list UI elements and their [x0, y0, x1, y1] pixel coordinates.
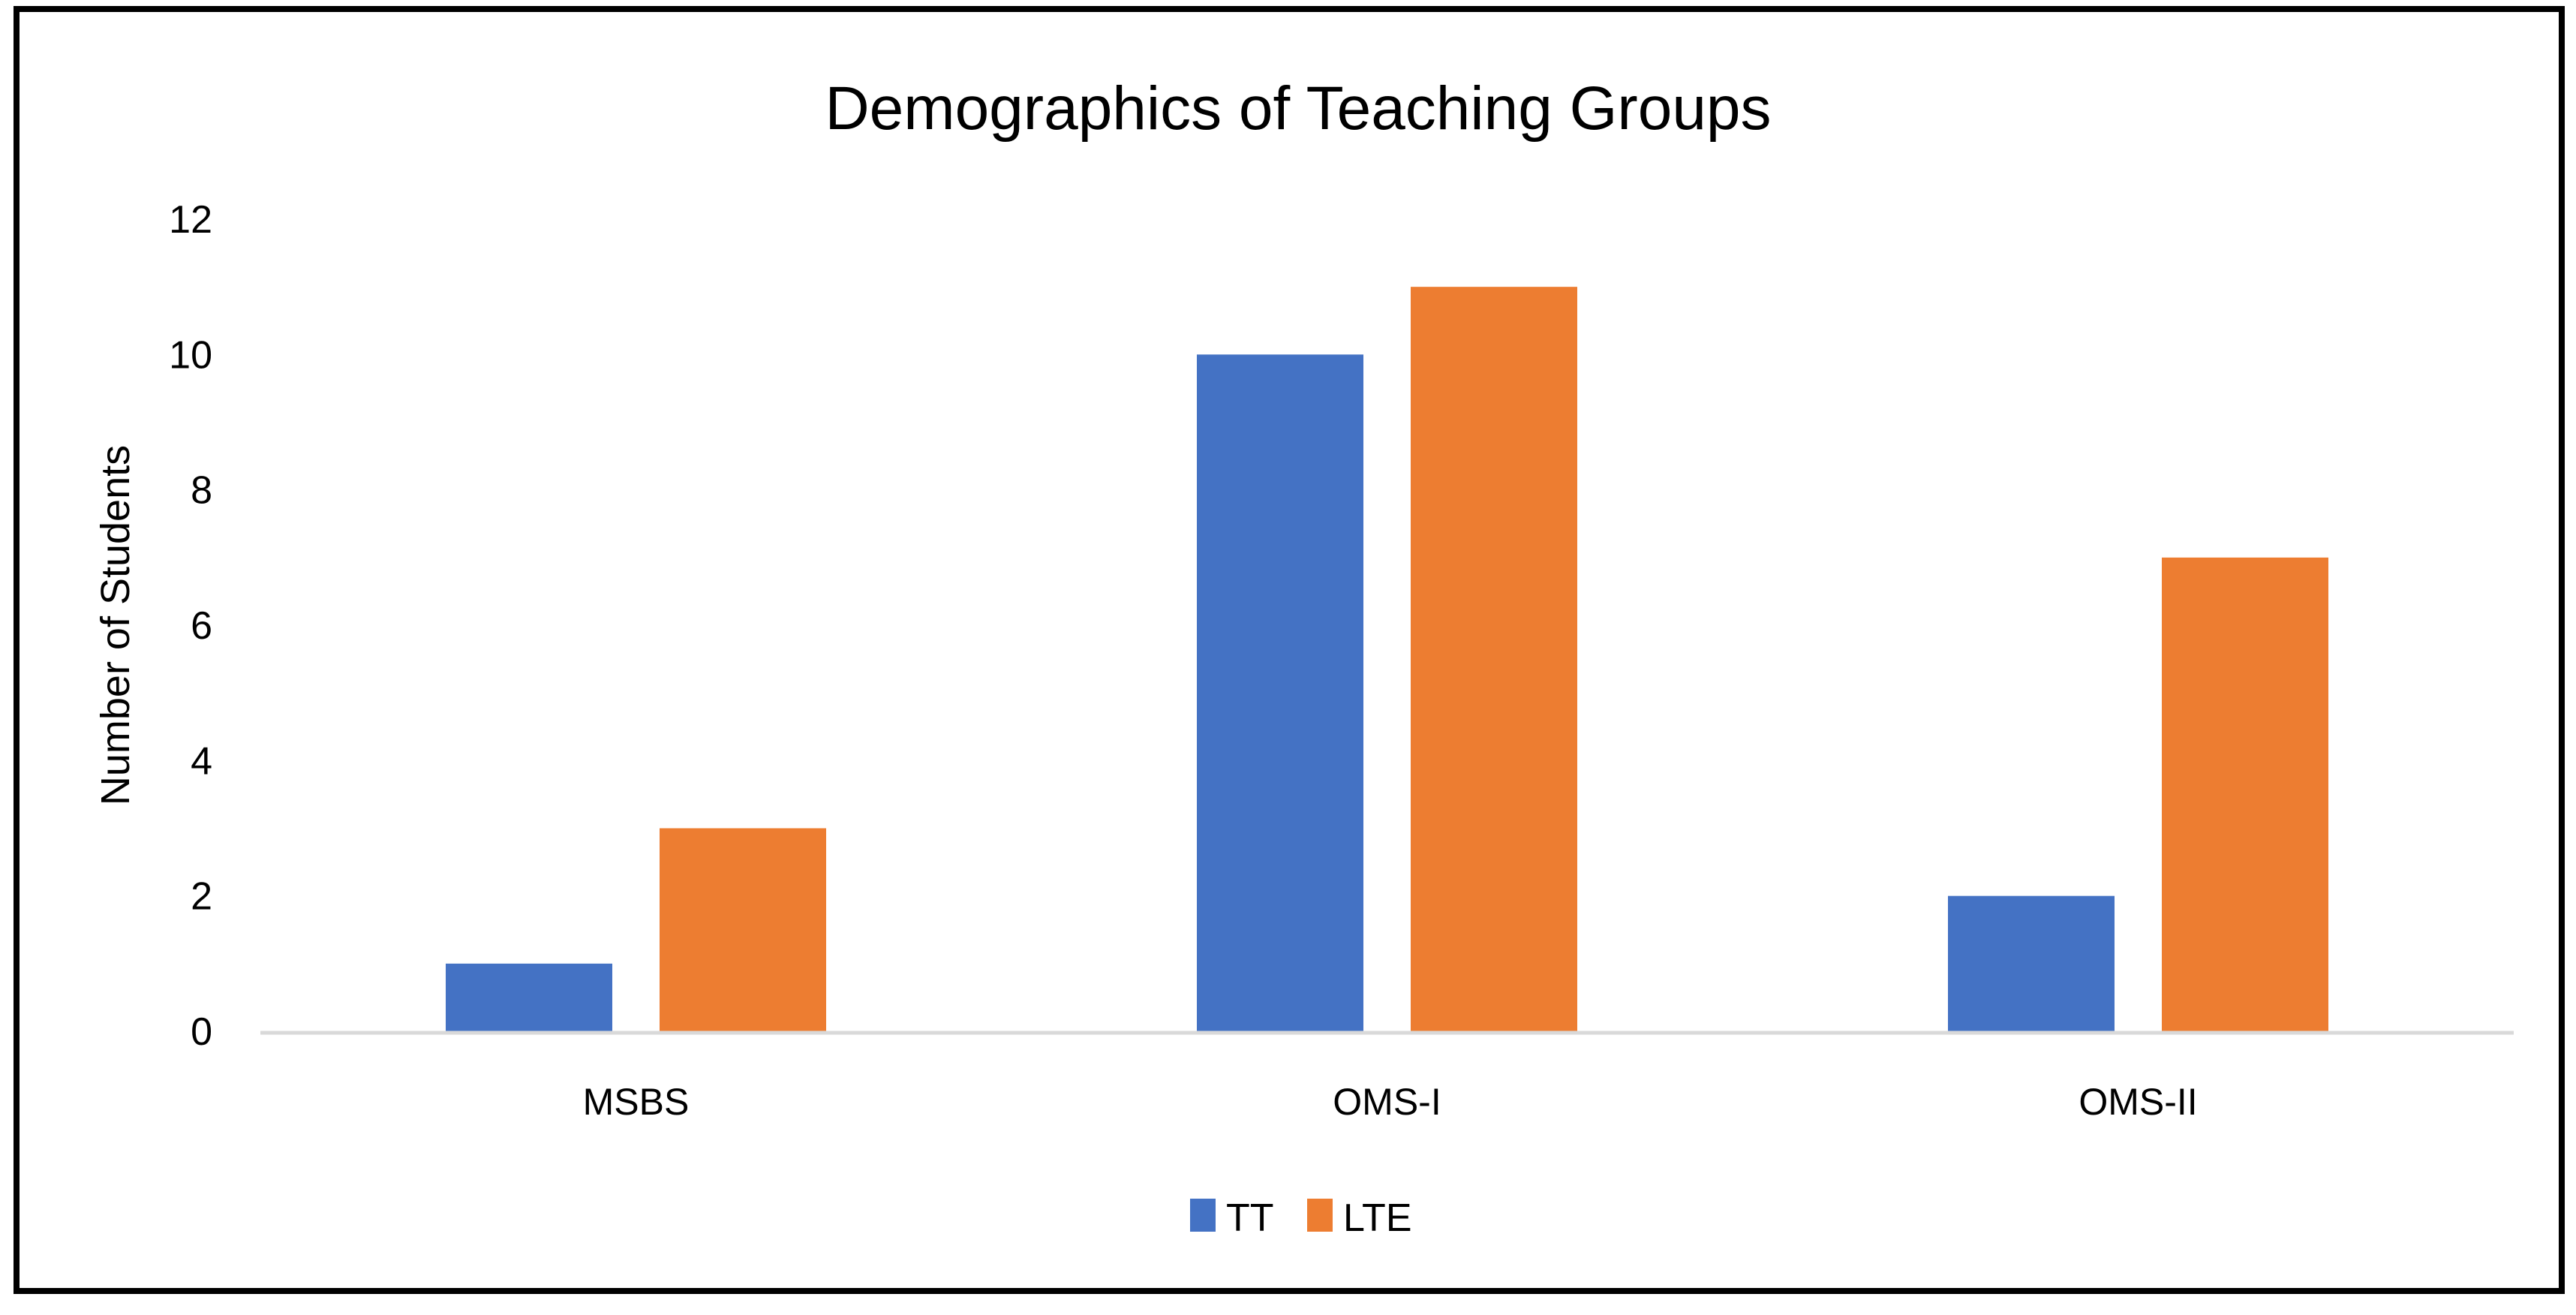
- y-tick-label: 2: [191, 875, 212, 919]
- bar-tt-oms-ii: [1948, 895, 2115, 1031]
- x-tick-label: OMS-I: [1333, 1081, 1441, 1123]
- y-axis-label: Number of Students: [93, 445, 138, 805]
- y-tick-label: 6: [191, 604, 212, 648]
- legend-label-lte: LTE: [1343, 1196, 1412, 1240]
- bar-tt-msbs: [446, 963, 612, 1031]
- x-tick-label: MSBS: [583, 1081, 690, 1123]
- bar-tt-oms-i: [1197, 354, 1363, 1031]
- bar-lte-oms-i: [1411, 287, 1577, 1032]
- legend-swatch-tt: [1190, 1199, 1216, 1232]
- x-tick-label: OMS-II: [2079, 1081, 2197, 1123]
- legend-label-tt: TT: [1226, 1196, 1274, 1240]
- y-tick-label: 4: [191, 739, 212, 783]
- y-tick-label: 0: [191, 1010, 212, 1054]
- y-tick-label: 10: [169, 333, 212, 377]
- bar-lte-msbs: [660, 828, 826, 1031]
- y-tick-label: 12: [169, 198, 212, 242]
- y-tick-label: 8: [191, 469, 212, 513]
- bar-lte-oms-ii: [2162, 557, 2328, 1031]
- chart-title: Demographics of Teaching Groups: [825, 74, 1771, 143]
- legend-swatch-lte: [1307, 1199, 1333, 1232]
